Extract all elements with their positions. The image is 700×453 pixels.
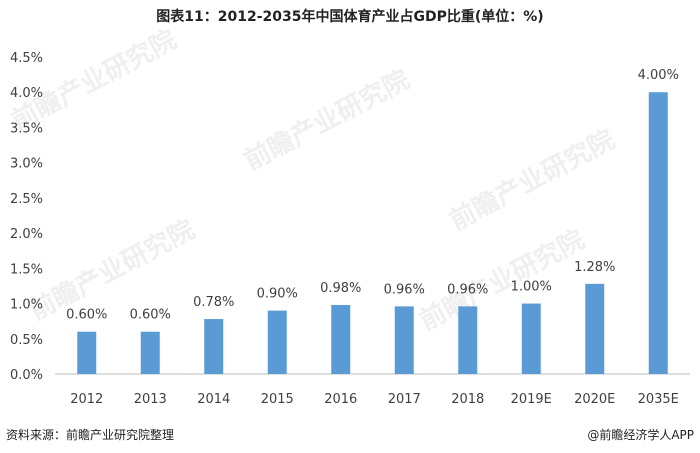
data-label: 0.90% — [257, 287, 298, 302]
x-tick-label: 2016 — [324, 392, 357, 407]
y-tick-label: 3.0% — [10, 157, 43, 172]
y-tick-label: 3.5% — [10, 121, 43, 136]
x-tick-label: 2017 — [388, 392, 421, 407]
chart-title: 图表11：2012-2035年中国体育产业占GDP比重(单位：%) — [156, 9, 544, 25]
brand-note: @前瞻经济学人APP — [587, 428, 694, 442]
bar-2020E — [585, 283, 605, 374]
y-tick-label: 2.5% — [10, 192, 43, 207]
y-tick-label: 1.0% — [10, 298, 43, 313]
x-tick-label: 2015 — [261, 392, 294, 407]
bar-2035E — [648, 92, 668, 374]
bar-2013 — [140, 331, 160, 374]
y-tick-label: 0.5% — [10, 333, 43, 348]
y-tick-label: 4.5% — [10, 51, 43, 66]
x-tick-label: 2035E — [638, 392, 679, 407]
x-tick-label: 2013 — [134, 392, 167, 407]
bar-chart: 0.0% 0.5% 1.0% 1.5% 2.0% 2.5% 3.0% 3.5% 4.0% 4.5%… — [10, 51, 690, 407]
x-tick-label: 2019E — [511, 392, 552, 407]
y-tick-label: 4.0% — [10, 86, 43, 101]
x-tick-label: 2012 — [70, 392, 103, 407]
y-tick-label: 2.0% — [10, 227, 43, 242]
bar-2012 — [77, 331, 97, 374]
data-label: 0.78% — [193, 295, 234, 310]
y-tick-label: 1.5% — [10, 262, 43, 277]
data-label: 0.96% — [447, 282, 488, 297]
x-tick-label: 2020E — [574, 392, 615, 407]
y-tick-label: 0.0% — [10, 368, 43, 383]
data-label: 1.28% — [574, 260, 615, 275]
bar-2017 — [394, 306, 414, 374]
bar-2018 — [458, 306, 478, 374]
source-note: 资料来源：前瞻产业研究院整理 — [6, 428, 175, 442]
bar-2016 — [331, 304, 351, 374]
bar-2015 — [267, 310, 287, 374]
x-tick-label: 2018 — [451, 392, 484, 407]
bar-2014 — [204, 319, 224, 374]
bar-2019E — [521, 303, 541, 374]
data-label: 0.60% — [66, 308, 107, 323]
data-label: 4.00% — [638, 68, 679, 83]
data-label: 1.00% — [511, 280, 552, 295]
x-tick-label: 2014 — [197, 392, 230, 407]
data-label: 0.96% — [384, 282, 425, 297]
data-label: 0.60% — [130, 308, 171, 323]
data-label: 0.98% — [320, 281, 361, 296]
